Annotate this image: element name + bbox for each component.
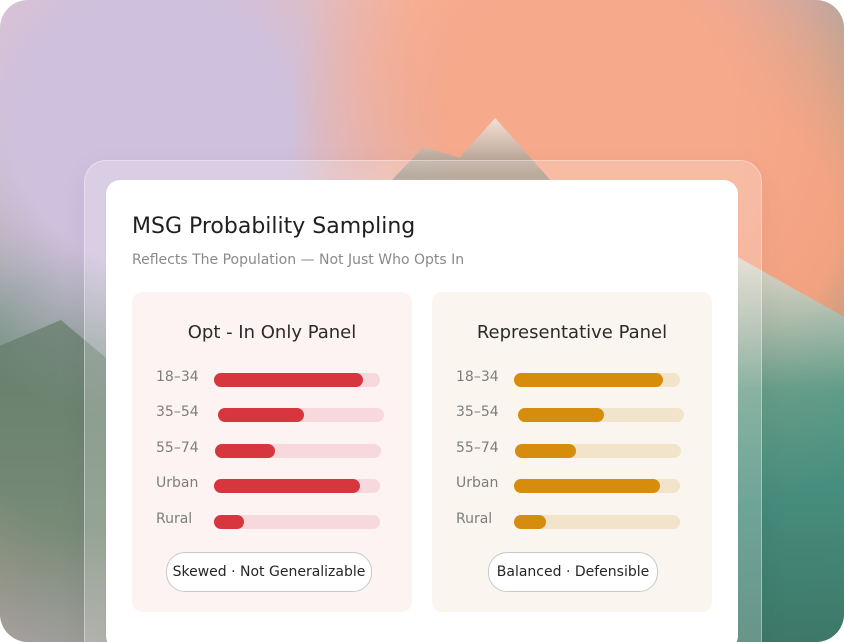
panel-title: Representative Panel [476, 322, 668, 343]
bar-row: Rural [456, 511, 688, 529]
bar-label: 55–74 [456, 440, 499, 456]
opt-in-panel: Opt - In Only Panel 18–34 35–54 55–74 [132, 292, 412, 612]
bar-fill [218, 408, 305, 422]
bar-fill [515, 444, 577, 458]
bar-row: 18–34 [456, 369, 688, 387]
bar-track [518, 408, 684, 422]
bar-track [214, 373, 380, 387]
bar-label: Rural [456, 511, 493, 527]
bar-row: 35–54 [156, 404, 388, 422]
bar-label: 18–34 [156, 369, 199, 385]
status-badge: Skewed · Not Generalizable [166, 552, 372, 592]
bar-track [214, 515, 380, 529]
page-subtitle: Reflects The Population — Not Just Who O… [132, 252, 465, 268]
panel-title: Opt - In Only Panel [187, 322, 357, 343]
bar-row: 55–74 [156, 440, 388, 458]
bar-track [214, 479, 380, 493]
bar-fill [214, 479, 361, 493]
bar-fill [214, 515, 244, 529]
bar-label: Urban [156, 475, 199, 491]
representative-panel: Representative Panel 18–34 35–54 55–74 [432, 292, 712, 612]
bar-label: Urban [456, 475, 499, 491]
bar-track [514, 373, 680, 387]
bar-fill [514, 479, 661, 493]
bar-row: Urban [456, 475, 688, 493]
bar-fill [214, 373, 364, 387]
right-landscape-shape [734, 255, 844, 642]
bar-fill [514, 515, 546, 529]
bar-track [215, 444, 381, 458]
page-title: MSG Probability Sampling [132, 214, 416, 239]
bar-track [514, 515, 680, 529]
bar-track [218, 408, 384, 422]
bar-label: 55–74 [156, 440, 199, 456]
bar-track [515, 444, 681, 458]
bar-row: Rural [156, 511, 388, 529]
bar-row: 55–74 [456, 440, 688, 458]
sampling-card: MSG Probability Sampling Reflects The Po… [106, 180, 738, 642]
bar-row: 35–54 [456, 404, 688, 422]
bar-label: Rural [156, 511, 193, 527]
bar-fill [518, 408, 605, 422]
bar-label: 18–34 [456, 369, 499, 385]
bar-row: Urban [156, 475, 388, 493]
status-badge: Balanced · Defensible [488, 552, 658, 592]
bar-fill [215, 444, 275, 458]
bar-label: 35–54 [156, 404, 199, 420]
bar-fill [514, 373, 664, 387]
bar-label: 35–54 [456, 404, 499, 420]
bar-track [514, 479, 680, 493]
bar-row: 18–34 [156, 369, 388, 387]
